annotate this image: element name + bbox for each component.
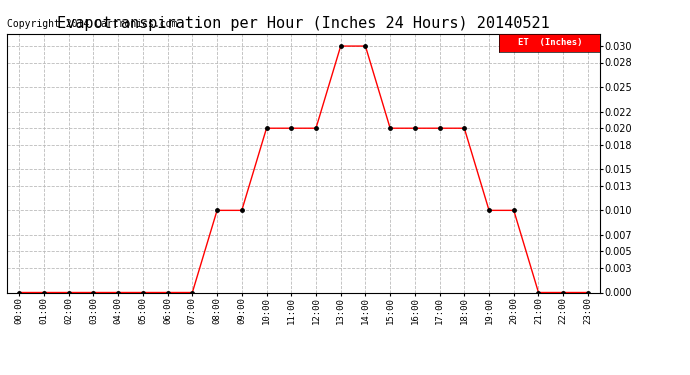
- Title: Evapotranspiration per Hour (Inches 24 Hours) 20140521: Evapotranspiration per Hour (Inches 24 H…: [57, 16, 550, 31]
- Text: Copyright 2014 Cartronics.com: Copyright 2014 Cartronics.com: [7, 19, 177, 28]
